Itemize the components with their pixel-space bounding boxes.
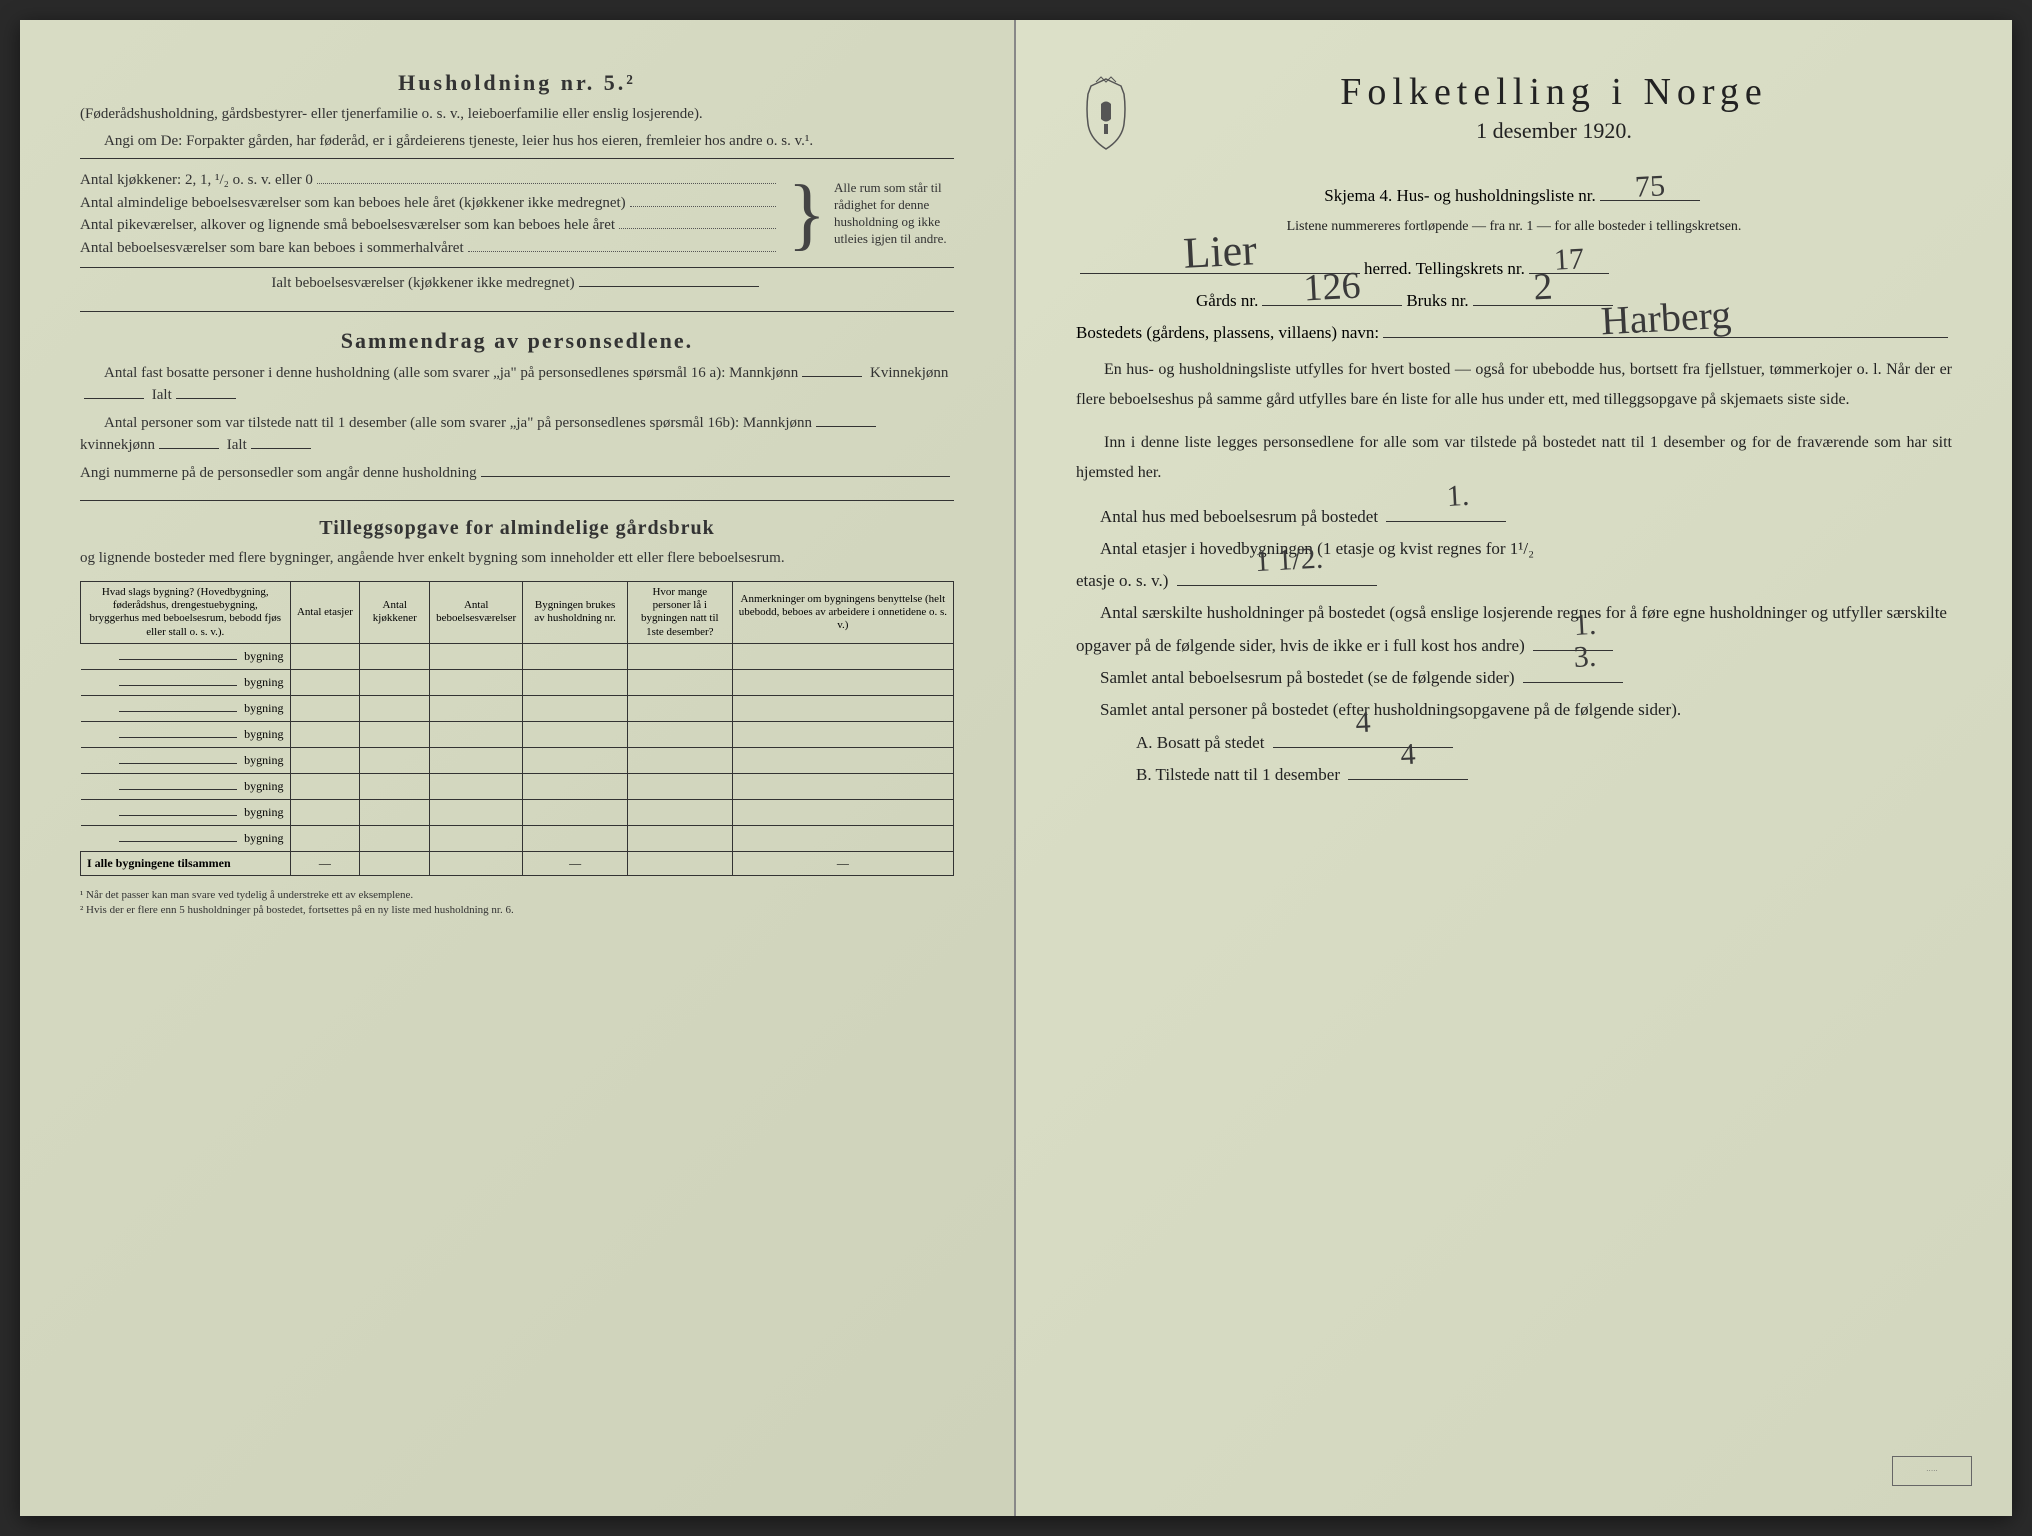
hw-tellingskrets: 17	[1553, 242, 1585, 278]
rooms1: Antal almindelige beboelsesværelser som …	[80, 192, 626, 215]
hw-herred: Lier	[1182, 224, 1258, 279]
table-row: bygning	[81, 773, 954, 799]
table-row: bygning	[81, 695, 954, 721]
footnote1: ¹ Når det passer kan man svare ved tydel…	[80, 888, 954, 903]
skjema-label: Skjema 4. Hus- og husholdningsliste nr.	[1324, 186, 1596, 206]
section2-line3: Angi nummerne på de personsedler som ang…	[80, 462, 477, 485]
q1-line: Antal hus med beboelsesrum på bostedet 1…	[1076, 501, 1952, 533]
right-page: Folketelling i Norge 1 desember 1920. Sk…	[1016, 20, 2012, 1516]
rooms-brace-group: Antal kjøkkener: 2, 1, ¹/₂ o. s. v. elle…	[80, 169, 954, 259]
hw-beboelsesrum: 3.	[1548, 628, 1597, 687]
th-2: Antal kjøkkener	[360, 582, 430, 644]
gards-label: Gårds nr.	[1196, 291, 1258, 311]
th-4: Bygningen brukes av husholdning nr.	[523, 582, 628, 644]
table-row: bygning	[81, 747, 954, 773]
footnote2: ² Hvis der er flere enn 5 husholdninger …	[80, 903, 954, 918]
hw-bosted-navn: Harberg	[1599, 291, 1732, 345]
hw-antal-hus: 1.	[1422, 466, 1471, 525]
footnotes: ¹ Når det passer kan man svare ved tydel…	[80, 888, 954, 919]
section1-sub2: Angi om De: Forpakter gården, har føderå…	[80, 131, 954, 152]
section1-title: Husholdning nr. 5.²	[80, 70, 954, 96]
q3-line: Antal særskilte husholdninger på bostede…	[1076, 597, 1952, 662]
table-row: bygning	[81, 825, 954, 851]
bosted-label: Bostedets (gårdens, plassens, villaens) …	[1076, 323, 1379, 343]
section2-line1: Antal fast bosatte personer i denne hush…	[80, 362, 954, 406]
section1-sub1: (Føderådshusholdning, gårdsbestyrer- ell…	[80, 104, 954, 125]
hw-bosatt: 4	[1354, 693, 1372, 751]
printer-stamp: ·····	[1892, 1456, 1972, 1486]
building-table: Hvad slags bygning? (Hovedbygning, føder…	[80, 581, 954, 876]
rooms3: Antal beboelsesværelser som bare kan beb…	[80, 237, 464, 260]
census-document: Husholdning nr. 5.² (Føderådshusholdning…	[20, 20, 2012, 1516]
main-date: 1 desember 1920.	[1156, 118, 1952, 144]
hw-liste-nr: 75	[1634, 169, 1666, 205]
section3-sub: og lignende bosteder med flere bygninger…	[80, 548, 954, 569]
hw-bruks-nr: 2	[1532, 265, 1553, 310]
curly-brace: }	[780, 169, 834, 259]
q5-line: Samlet antal personer på bostedet (efter…	[1076, 694, 1952, 726]
th-3: Antal beboelsesværelser	[430, 582, 523, 644]
table-total-row: I alle bygningene tilsammen———	[81, 851, 954, 875]
q2-line: Antal etasjer i hovedbygningen (1 etasje…	[1076, 533, 1952, 598]
q5a-line: A. Bosatt på stedet 4	[1076, 727, 1952, 759]
table-row: bygning	[81, 721, 954, 747]
rooms2: Antal pikeværelser, alkover og lignende …	[80, 214, 615, 237]
hw-gards-nr: 126	[1303, 264, 1362, 311]
total-rooms: Ialt beboelsesværelser (kjøkkener ikke m…	[271, 272, 574, 295]
table-row: bygning	[81, 799, 954, 825]
section2-line2: Antal personer som var tilstede natt til…	[80, 412, 954, 456]
kitchen-line: Antal kjøkkener: 2, 1, ¹/₂ o. s. v. elle…	[80, 169, 313, 192]
q4-line: Samlet antal beboelsesrum på bostedet (s…	[1076, 662, 1952, 694]
th-5: Hvor mange personer lå i bygningen natt …	[627, 582, 732, 644]
left-page: Husholdning nr. 5.² (Føderådshusholdning…	[20, 20, 1016, 1516]
main-title: Folketelling i Norge	[1156, 70, 1952, 114]
table-row: bygning	[81, 643, 954, 669]
para2: Inn i denne liste legges personsedlene f…	[1076, 428, 1952, 489]
th-0: Hvad slags bygning? (Hovedbygning, føder…	[81, 582, 291, 644]
brace-annotation: Alle rum som står til rådighet for denne…	[834, 169, 954, 259]
coat-of-arms-icon	[1076, 74, 1136, 154]
section2-title: Sammendrag av personsedlene.	[80, 328, 954, 354]
th-1: Antal etasjer	[290, 582, 360, 644]
para1: En hus- og husholdningsliste utfylles fo…	[1076, 355, 1952, 416]
section3-title: Tilleggsopgave for almindelige gårdsbruk	[80, 517, 954, 540]
th-6: Anmerkninger om bygningens benyttelse (h…	[732, 582, 953, 644]
q5b-line: B. Tilstede natt til 1 desember 4	[1076, 759, 1952, 791]
bruks-label: Bruks nr.	[1406, 291, 1468, 311]
table-row: bygning	[81, 669, 954, 695]
hw-etasjer: 1 1/2.	[1229, 530, 1324, 592]
herred-label: herred. Tellingskrets nr.	[1364, 259, 1525, 279]
